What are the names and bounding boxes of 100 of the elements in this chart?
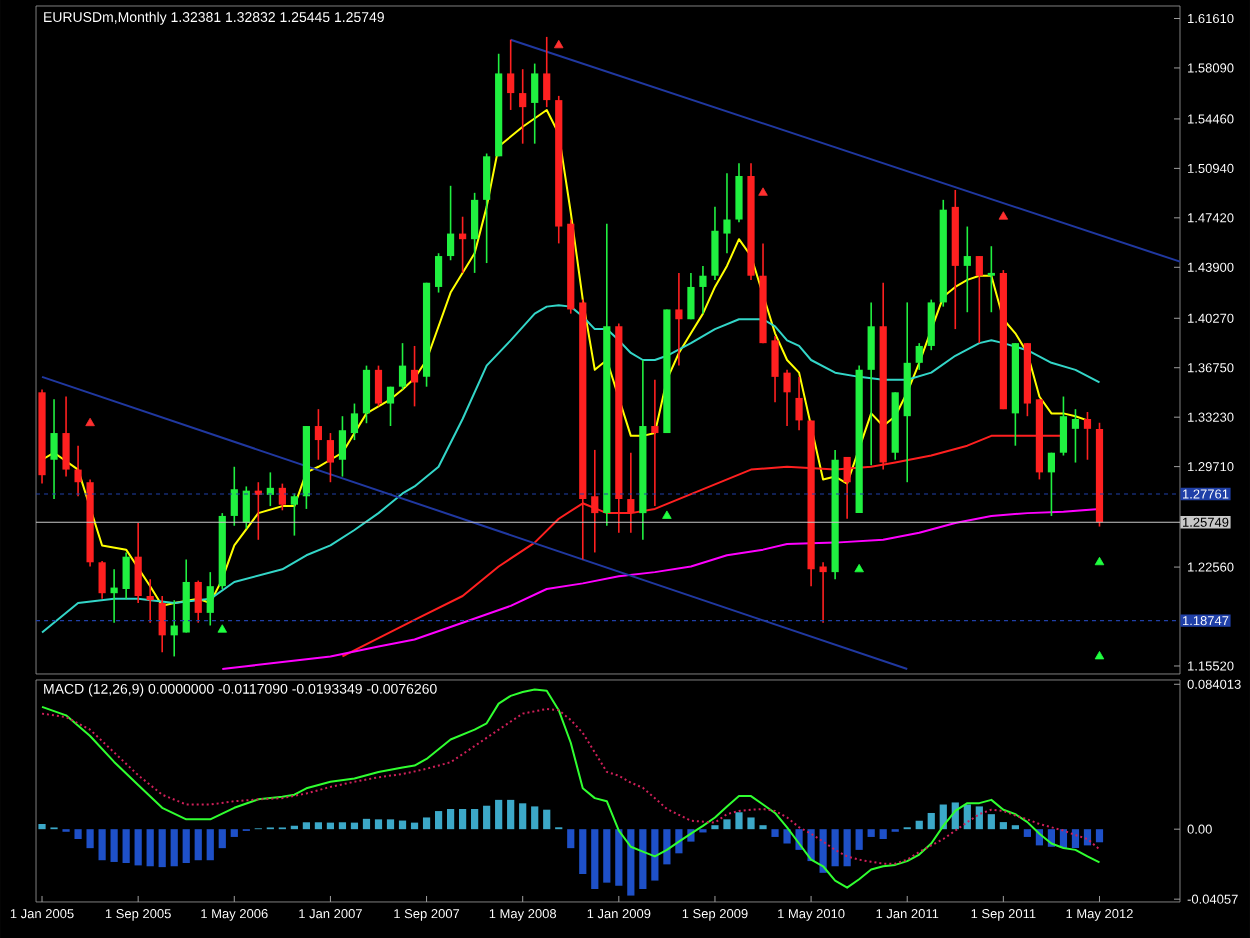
bar — [987, 814, 995, 830]
candlestick — [927, 298, 935, 351]
bar — [1023, 829, 1031, 837]
bar — [591, 829, 599, 890]
bar — [723, 819, 731, 830]
bar — [146, 829, 154, 867]
bar — [615, 829, 623, 886]
bar — [422, 817, 431, 830]
candlestick — [711, 206, 719, 281]
candlestick — [675, 272, 683, 367]
bar — [110, 829, 118, 862]
bar — [362, 818, 371, 830]
point — [758, 187, 768, 196]
bar — [38, 824, 46, 830]
bar — [507, 799, 515, 830]
candlestick — [1047, 451, 1056, 517]
bar — [386, 819, 395, 830]
candlestick — [699, 265, 707, 315]
candlestick — [687, 272, 695, 321]
candlestick — [206, 571, 214, 627]
candlestick — [290, 492, 298, 537]
candlestick — [74, 444, 82, 498]
candlestick — [314, 408, 323, 461]
candlestick — [867, 301, 875, 467]
candlestick — [975, 255, 983, 344]
bar — [975, 806, 983, 830]
bar — [831, 829, 839, 867]
bar — [531, 806, 539, 830]
bar — [471, 809, 479, 830]
candlestick — [434, 252, 443, 294]
bar — [206, 829, 214, 861]
candlestick — [122, 551, 130, 600]
point — [998, 211, 1009, 220]
candlestick — [471, 192, 479, 274]
bar — [747, 817, 755, 830]
bar — [915, 820, 923, 830]
candlestick — [1071, 408, 1080, 464]
bar — [567, 829, 575, 849]
candlestick — [146, 578, 154, 624]
candlestick — [398, 342, 407, 391]
point — [217, 624, 228, 633]
bar — [627, 829, 635, 896]
candlestick — [98, 560, 106, 600]
candlestick — [783, 369, 791, 427]
bar — [398, 820, 407, 830]
bar — [74, 829, 82, 840]
point — [1094, 651, 1105, 660]
candlestick — [278, 482, 286, 512]
bar — [783, 829, 791, 844]
candlestick — [230, 465, 238, 527]
candlestick — [591, 449, 599, 554]
candlestick — [374, 364, 383, 408]
candlestick — [1083, 411, 1092, 461]
bar — [1071, 829, 1080, 848]
bar — [230, 829, 238, 837]
bar — [170, 829, 178, 867]
bar — [218, 829, 226, 849]
candlestick — [194, 579, 202, 624]
candlestick — [735, 162, 743, 224]
bar — [86, 829, 94, 849]
point — [1094, 556, 1105, 566]
candlestick — [446, 185, 455, 262]
candlestick — [531, 62, 539, 145]
point — [85, 417, 95, 427]
bar — [639, 829, 647, 890]
bar — [519, 803, 527, 830]
candlestick — [386, 385, 395, 427]
candlestick — [62, 395, 70, 478]
bar — [927, 812, 935, 830]
bar — [134, 829, 142, 866]
candlestick — [483, 152, 491, 264]
bar — [434, 811, 443, 830]
candlestick — [915, 342, 923, 371]
line-series — [41, 707, 1101, 865]
candlestick — [1059, 395, 1068, 457]
bar — [158, 829, 166, 868]
bar — [651, 829, 659, 881]
bar — [483, 805, 491, 830]
bar — [374, 819, 383, 830]
line-series — [41, 304, 1101, 634]
candlestick — [158, 595, 166, 653]
line-series — [221, 507, 1101, 671]
candlestick — [134, 522, 142, 604]
candlestick — [50, 398, 58, 500]
bar — [338, 822, 347, 830]
bar — [302, 822, 310, 830]
candlestick — [350, 402, 359, 441]
bar — [98, 829, 106, 861]
candlestick — [771, 335, 779, 403]
bar — [879, 829, 887, 840]
candlestick — [543, 36, 551, 108]
candlestick — [410, 345, 419, 408]
bar — [603, 829, 611, 883]
candlestick — [507, 38, 515, 111]
candlestick — [795, 376, 803, 432]
candlestick — [627, 451, 635, 534]
bar — [855, 829, 863, 850]
candlestick — [963, 225, 971, 314]
bar — [843, 829, 851, 867]
bar — [543, 809, 551, 830]
